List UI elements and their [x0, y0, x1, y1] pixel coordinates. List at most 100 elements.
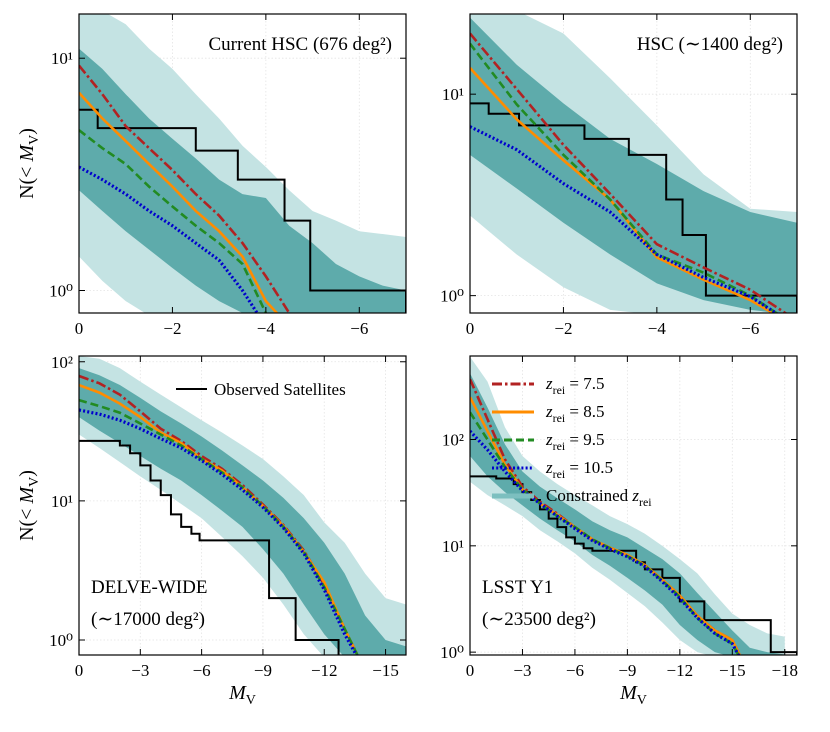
y-tick-label: 10⁰ [49, 631, 73, 650]
text-part: rei [553, 467, 566, 481]
legend-label: Constrained zrei [546, 486, 652, 509]
x-tick-label: −4 [648, 319, 667, 338]
text-part: M [619, 682, 638, 704]
y-tick-label: 10¹ [442, 85, 464, 104]
text-part: z [545, 430, 553, 449]
text-part: z [545, 374, 553, 393]
text-part: z [545, 458, 553, 477]
text-part: N(< [16, 504, 38, 541]
plot-area [470, 356, 797, 655]
panel-annotation: (∼17000 deg²) [91, 609, 205, 630]
x-tick-label: −6 [350, 319, 368, 338]
x-tick-label: −15 [372, 661, 399, 680]
y-tick-label: 10¹ [51, 49, 73, 68]
axes-frame [469, 355, 798, 656]
x-tick-label: 0 [75, 661, 84, 680]
legend-label: zrei = 7.5 [545, 374, 605, 397]
text-part: M [228, 682, 247, 704]
y-tick-label: 10² [51, 353, 73, 372]
text-part: M [16, 486, 38, 505]
x-tick-label: −3 [513, 661, 531, 680]
x-axis-label: MV [619, 682, 647, 708]
observed-step [470, 102, 797, 313]
x-tick-label: −6 [566, 661, 584, 680]
legend-label: zrei = 9.5 [545, 430, 605, 453]
text-part: = 10.5 [565, 458, 613, 477]
text-part: V [27, 135, 42, 145]
text-part: = 9.5 [565, 430, 604, 449]
y-tick-label: 10⁰ [440, 287, 464, 306]
confidence-band [79, 48, 406, 313]
text-part: ) [16, 128, 38, 135]
model-line [79, 408, 359, 655]
x-tick-label: −12 [667, 661, 694, 680]
plot-area [470, 14, 797, 313]
x-tick-label: −15 [719, 661, 746, 680]
plot-area [79, 14, 406, 313]
model-line [79, 383, 359, 655]
x-tick-label: −3 [131, 661, 149, 680]
model-line [79, 91, 279, 313]
model-line [79, 129, 268, 313]
text-part: = 7.5 [565, 374, 604, 393]
x-tick-label: −2 [163, 319, 181, 338]
axes-frame [469, 13, 798, 314]
text-part: z [631, 486, 639, 505]
panel-annotation: HSC (∼1400 deg²) [637, 34, 783, 55]
panel: 0 −2 −4 −6 10⁰ 10¹ HSC (∼1400 deg²) [440, 13, 798, 338]
x-tick-label: −18 [771, 661, 798, 680]
model-line [79, 165, 260, 313]
text-part: N(< [16, 162, 38, 199]
x-tick-label: −9 [254, 661, 272, 680]
text-part: V [246, 693, 256, 708]
x-tick-label: −4 [257, 319, 276, 338]
observed-step [79, 439, 340, 655]
confidence-band [470, 17, 797, 313]
axes-frame [78, 13, 407, 314]
model-line [470, 411, 740, 655]
x-tick-label: 0 [75, 319, 84, 338]
text-part: V [27, 477, 42, 487]
x-tick-label: −6 [193, 661, 211, 680]
y-tick-label: 10¹ [51, 492, 73, 511]
model-line [79, 374, 359, 655]
panel: 0 −2 −4 −6 10⁰ 10¹ Current HSC (676 deg²) N(< M… [16, 13, 407, 338]
panel-annotation: Current HSC (676 deg²) [208, 34, 392, 55]
x-tick-label: −12 [311, 661, 338, 680]
y-tick-label: 10¹ [442, 537, 464, 556]
text-part: rei [553, 439, 566, 453]
panel: 0 −3 −6 −9 −12 −15 10⁰ 10¹ 10² DELVE-WIDE (∼17000 … [16, 353, 407, 708]
y-tick-label: 10⁰ [440, 643, 464, 662]
model-line [470, 32, 788, 313]
panel-annotation: (∼23500 deg²) [482, 609, 596, 630]
text-part: V [637, 693, 647, 708]
text-part: rei [553, 411, 566, 425]
plot-area [79, 356, 406, 655]
x-tick-label: −6 [741, 319, 759, 338]
model-line [79, 64, 291, 313]
x-tick-label: 0 [466, 319, 475, 338]
legend-label: zrei = 8.5 [545, 402, 605, 425]
text-part: rei [553, 383, 566, 397]
legend-label: zrei = 10.5 [545, 458, 613, 481]
panel: 0 −3 −6 −9 −12 −15 −18 10⁰ 10¹ 10² LSST Y1 (∼23500 … [440, 355, 798, 708]
model-line [470, 429, 741, 655]
text-part: = 8.5 [565, 402, 604, 421]
x-tick-label: −9 [618, 661, 636, 680]
y-axis-label: N(< MV) [16, 128, 42, 199]
y-axis-label: N(< MV) [16, 470, 42, 541]
panel-annotation: DELVE-WIDE [91, 577, 207, 598]
text-part: z [545, 402, 553, 421]
axes-frame [78, 355, 407, 656]
x-axis-label: MV [228, 682, 256, 708]
text-part: rei [639, 495, 652, 509]
y-tick-label: 10² [442, 430, 464, 449]
legend-label: Observed Satellites [214, 380, 346, 399]
observed-step [79, 108, 406, 313]
text-part: ) [16, 470, 38, 477]
text-part: Constrained [546, 486, 632, 505]
text-part: M [16, 144, 38, 163]
panel-annotation: LSST Y1 [482, 577, 553, 598]
